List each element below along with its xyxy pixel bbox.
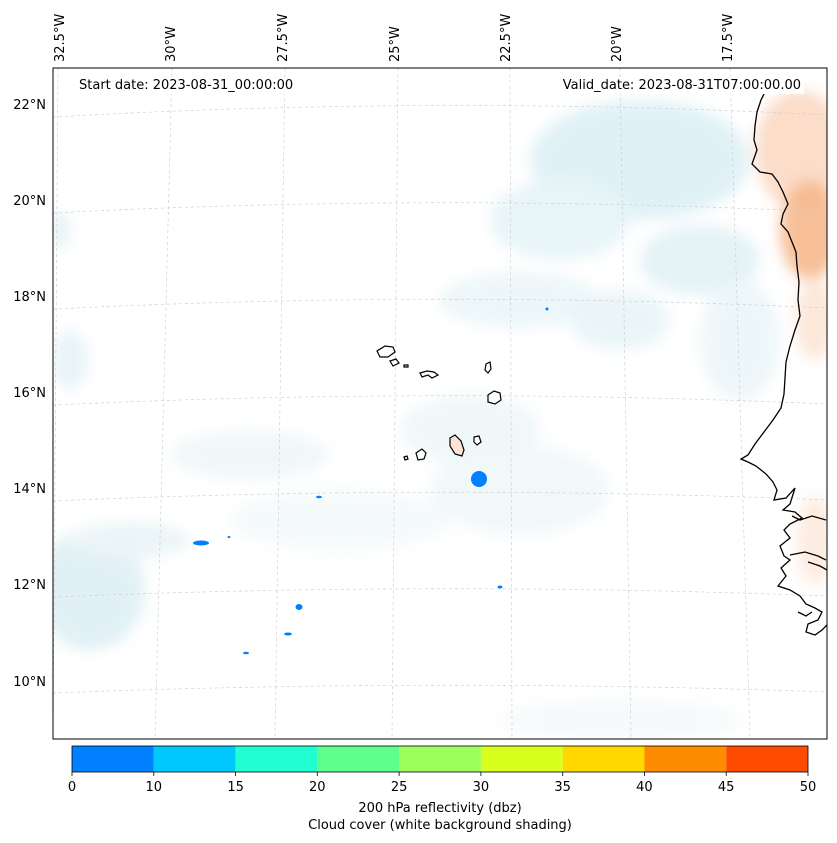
colorbar-tick-label: 10 bbox=[145, 780, 163, 795]
colorbar-tick-label: 40 bbox=[636, 780, 653, 795]
latitude-label-16n: 16°N bbox=[13, 386, 46, 401]
island-santo-antao bbox=[376, 345, 396, 358]
colorbar-tick-label: 50 bbox=[799, 780, 817, 795]
colorbar-bin-40-45 bbox=[644, 746, 727, 772]
island-sao-vicente bbox=[389, 358, 400, 367]
colorbar-tick-label: 0 bbox=[67, 780, 77, 795]
colorbar-bin-15-20 bbox=[235, 746, 318, 772]
latitude-label-20n: 20°N bbox=[13, 194, 46, 209]
colorbar-frame bbox=[71, 745, 809, 773]
longitude-label-30w: 30°W bbox=[164, 26, 179, 62]
colorbar-tick-label: 20 bbox=[309, 780, 326, 795]
reflectivity-cell bbox=[284, 632, 292, 636]
longitude-label-20w: 20°W bbox=[610, 26, 625, 62]
longitude-label-27-5w: 27.5°W bbox=[276, 13, 291, 62]
island-fogo bbox=[415, 448, 427, 461]
land-shading bbox=[755, 90, 827, 585]
colorbar-bin-0-10 bbox=[72, 746, 154, 772]
map-frame bbox=[52, 67, 828, 740]
colorbar-bin-25-30 bbox=[399, 746, 481, 772]
reflectivity-cells bbox=[193, 307, 549, 655]
island-sal bbox=[484, 361, 492, 374]
island-santa-luzia bbox=[403, 364, 409, 368]
colorbar-bin-30-35 bbox=[480, 746, 563, 772]
colorbar-sublabel: Cloud cover (white background shading) bbox=[308, 818, 572, 833]
cape-verde-islands bbox=[376, 345, 502, 461]
colorbar-label: 200 hPa reflectivity (dbz) bbox=[358, 801, 522, 816]
valid-date-label: Valid_date: 2023-08-31T07:00:00.00 bbox=[559, 77, 804, 94]
reflectivity-cell bbox=[193, 540, 209, 546]
reflectivity-cell bbox=[471, 471, 487, 487]
latitude-label-14n: 14°N bbox=[13, 482, 46, 497]
colorbar-tick-label: 15 bbox=[227, 780, 244, 795]
latitude-label-12n: 12°N bbox=[13, 578, 46, 593]
longitude-label-32-5w: 32.5°W bbox=[53, 13, 68, 62]
longitude-label-25w: 25°W bbox=[388, 26, 403, 62]
longitude-label-22-5w: 22.5°W bbox=[499, 13, 514, 62]
island-sao-nicolau bbox=[419, 370, 440, 379]
start-date-label: Start date: 2023-08-31_00:00:00 bbox=[76, 77, 297, 94]
african-coastline bbox=[739, 91, 827, 636]
island-maio bbox=[473, 435, 482, 446]
island-brava bbox=[403, 455, 409, 461]
reflectivity-cell bbox=[316, 495, 322, 499]
reflectivity-cell bbox=[295, 604, 303, 610]
colorbar-tick-label: 45 bbox=[717, 780, 735, 795]
longitude-label-17-5w: 17.5°W bbox=[721, 13, 736, 62]
reflectivity-cell bbox=[227, 536, 231, 538]
colorbar-bin-10-15 bbox=[153, 746, 236, 772]
reflectivity-cell bbox=[497, 585, 503, 589]
colorbar-tick-label: 35 bbox=[554, 780, 571, 795]
colorbar-bin-45-50 bbox=[726, 746, 808, 772]
reflectivity-cell bbox=[243, 651, 249, 655]
reflectivity-cell bbox=[545, 307, 549, 311]
graticule bbox=[53, 68, 827, 739]
cloud-cover-shading bbox=[53, 100, 780, 739]
colorbar-tick-label: 30 bbox=[472, 780, 490, 795]
colorbar-bin-35-40 bbox=[562, 746, 645, 772]
latitude-label-22n: 22°N bbox=[13, 98, 46, 113]
colorbar-tick-label: 25 bbox=[390, 780, 408, 795]
latitude-label-18n: 18°N bbox=[13, 290, 46, 305]
island-santiago bbox=[449, 434, 465, 457]
colorbar bbox=[71, 745, 809, 776]
colorbar-bin-20-25 bbox=[317, 746, 400, 772]
latitude-label-10n: 10°N bbox=[13, 675, 46, 690]
island-boa-vista bbox=[487, 390, 502, 405]
